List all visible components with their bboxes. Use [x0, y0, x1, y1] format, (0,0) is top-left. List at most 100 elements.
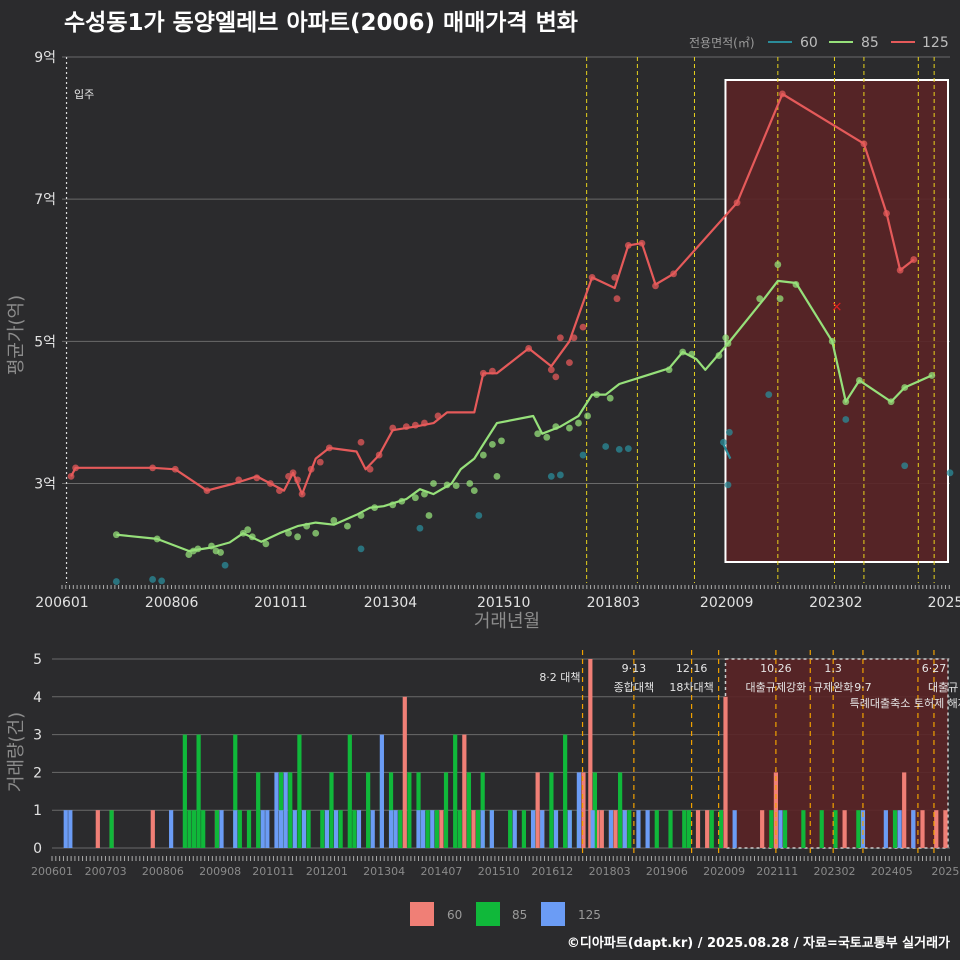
- bar-60: [95, 810, 100, 848]
- x-tick-label: 200601: [35, 595, 88, 611]
- point-85: [452, 482, 460, 490]
- bar-x-tick-label: 201906: [646, 865, 688, 878]
- bottom-legend-swatch-125: [541, 902, 565, 926]
- bar-85: [782, 810, 788, 848]
- bar-125: [622, 810, 627, 848]
- bottom-legend-label-125: 125: [578, 908, 601, 922]
- bar-125: [324, 810, 329, 848]
- bar-125: [292, 810, 297, 848]
- bar-125: [489, 810, 494, 848]
- policy-date-label: 9·13: [622, 662, 647, 675]
- bar-85: [508, 810, 513, 848]
- policy-label: 특례대출축소 토허제 해제: [850, 696, 960, 710]
- bar-85: [329, 772, 334, 848]
- x-tick-label: 2025: [928, 595, 960, 611]
- bar-85: [187, 810, 192, 848]
- bar-125: [576, 772, 581, 848]
- point-85: [722, 334, 730, 342]
- bar-x-tick-label: 200601: [31, 865, 73, 878]
- bar-125: [68, 810, 73, 848]
- bar-85: [466, 772, 472, 848]
- bar-85: [801, 810, 806, 848]
- bar-85: [352, 810, 357, 848]
- bar-125: [169, 810, 174, 848]
- point-125: [316, 458, 324, 466]
- point-85: [312, 529, 320, 537]
- point-60: [842, 416, 850, 423]
- legend-title: 전용면적(㎡): [689, 36, 755, 50]
- point-85: [479, 451, 487, 459]
- point-125: [579, 323, 587, 331]
- x-axis-label: 거래년월: [474, 611, 540, 632]
- point-60: [547, 472, 555, 480]
- legend: 전용면적(㎡) 60 85 125: [689, 35, 949, 51]
- point-85: [470, 487, 478, 494]
- point-60: [475, 512, 483, 519]
- bar-125: [393, 810, 398, 848]
- bar-125: [645, 810, 650, 848]
- bar-85: [182, 734, 187, 848]
- bottom-legend-label-85: 85: [512, 908, 527, 922]
- policy-date-label: 12·16: [676, 662, 708, 675]
- bar-x-tick-label: 200806: [142, 865, 184, 878]
- point-60: [556, 471, 564, 479]
- bar-125: [278, 810, 284, 848]
- policy-date-label: 6·27: [922, 662, 947, 675]
- point-60: [579, 451, 587, 459]
- bar-x-tick-label: 202302: [814, 865, 856, 878]
- series-line-125: [70, 92, 915, 496]
- bar-85: [306, 810, 311, 848]
- bottom-legend-swatch-60: [410, 902, 434, 926]
- bar-x-tick-label: 202009: [703, 865, 745, 878]
- bar-125: [416, 810, 421, 848]
- bar-85: [425, 810, 430, 848]
- point-85: [244, 526, 252, 534]
- bar-x-tick-label: 202405: [871, 865, 913, 878]
- bar-60: [581, 772, 586, 848]
- point-85: [430, 480, 437, 487]
- x-tick-label: 201304: [364, 595, 418, 611]
- bar-85: [592, 772, 598, 848]
- bar-85: [521, 810, 527, 848]
- bar-85: [769, 810, 774, 848]
- bar-x-tick-label: 201201: [306, 865, 348, 878]
- policy-label: 9·7: [854, 681, 872, 694]
- bar-125: [283, 772, 288, 848]
- bar-85: [288, 772, 293, 848]
- outlier-marker: ×: [831, 299, 843, 315]
- bar-85: [109, 810, 114, 848]
- point-85: [489, 440, 496, 448]
- bar-85: [297, 734, 302, 848]
- x-tick-label: 201011: [254, 595, 307, 611]
- bar-85: [819, 810, 824, 848]
- policy-label: 18차대책: [669, 681, 713, 694]
- point-85: [466, 480, 474, 487]
- bar-85: [347, 734, 352, 848]
- bar-x-tick-label: 202111: [756, 865, 798, 878]
- bar-85: [627, 810, 632, 848]
- bar-85: [191, 810, 197, 848]
- policy-label: 8·2 대책: [539, 671, 580, 684]
- bar-60: [760, 810, 765, 848]
- highlight-box: [724, 79, 949, 563]
- point-85: [498, 437, 505, 445]
- point-125: [556, 334, 564, 342]
- bar-125: [274, 772, 279, 848]
- occupancy-label: 입주: [74, 88, 94, 101]
- x-tick-label: 200806: [145, 595, 199, 611]
- point-60: [624, 445, 632, 453]
- bar-60: [842, 810, 847, 848]
- point-85: [112, 531, 120, 539]
- bar-85: [682, 810, 687, 848]
- bar-125: [897, 810, 902, 848]
- bar-x-tick-label: 2025: [931, 865, 959, 878]
- bar-85: [398, 810, 403, 848]
- bar-x-tick-label: 201612: [531, 865, 573, 878]
- bar-60: [920, 810, 925, 848]
- bar-85: [549, 772, 554, 848]
- point-60: [602, 443, 610, 450]
- bar-125: [219, 810, 224, 848]
- bar-x-tick-label: 201304: [363, 865, 405, 878]
- point-85: [756, 295, 764, 303]
